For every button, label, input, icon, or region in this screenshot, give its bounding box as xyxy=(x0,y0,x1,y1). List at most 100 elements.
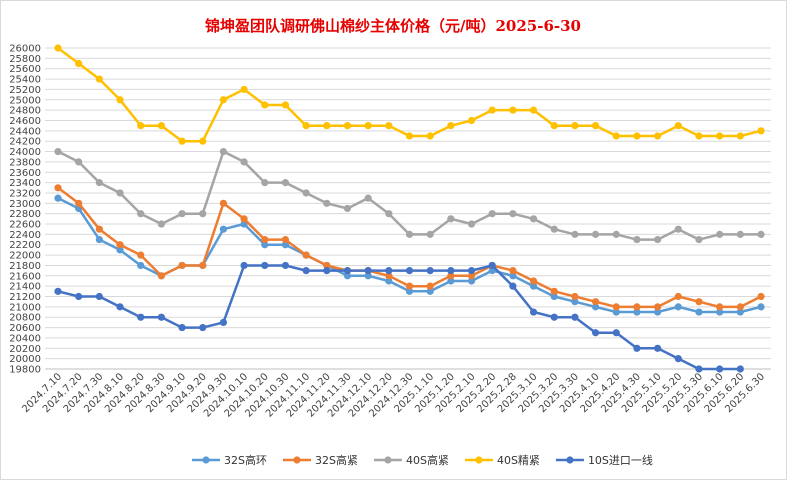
y-tick-label: 20800 xyxy=(9,313,41,324)
data-point xyxy=(343,204,352,213)
data-point xyxy=(467,267,476,275)
data-point xyxy=(261,101,269,109)
legend-item: 32S高紧 xyxy=(282,453,358,467)
data-point xyxy=(571,292,579,301)
data-point xyxy=(137,122,145,130)
data-point xyxy=(591,298,600,306)
series-lines xyxy=(54,44,765,373)
data-point xyxy=(591,122,600,130)
data-point xyxy=(75,59,83,68)
data-point xyxy=(405,132,414,140)
data-point xyxy=(405,282,414,290)
data-point xyxy=(591,230,600,238)
data-point xyxy=(405,230,414,238)
y-tick-label: 22800 xyxy=(9,209,41,220)
data-point xyxy=(385,272,393,280)
data-point xyxy=(240,215,248,223)
data-point xyxy=(550,225,558,233)
data-point xyxy=(116,303,124,311)
data-point xyxy=(199,210,207,218)
data-point xyxy=(571,230,579,238)
data-point xyxy=(633,132,641,140)
y-tick-label: 22200 xyxy=(9,240,41,251)
data-point xyxy=(612,230,620,238)
data-point xyxy=(240,85,248,94)
y-tick-label: 21800 xyxy=(9,261,41,272)
data-point xyxy=(695,308,703,316)
data-point xyxy=(364,267,372,275)
data-point xyxy=(716,365,724,373)
y-tick-label: 21600 xyxy=(9,271,41,282)
data-point xyxy=(612,329,620,337)
data-point xyxy=(447,277,455,285)
data-point xyxy=(178,210,186,218)
data-point xyxy=(736,308,744,316)
data-point xyxy=(550,313,558,321)
legend-swatch-marker xyxy=(384,456,392,464)
data-point xyxy=(323,267,331,275)
y-tick-label: 25600 xyxy=(9,64,41,75)
data-point xyxy=(612,303,620,311)
data-point xyxy=(529,215,538,223)
y-tick-label: 22600 xyxy=(9,220,41,231)
data-point xyxy=(240,158,248,166)
data-point xyxy=(447,122,455,130)
y-tick-label: 21400 xyxy=(9,282,41,293)
legend-swatch-marker xyxy=(475,456,483,464)
data-point xyxy=(364,272,372,280)
data-point xyxy=(178,137,186,145)
data-point xyxy=(364,122,372,130)
data-point xyxy=(509,210,517,218)
data-point xyxy=(302,189,310,197)
data-point xyxy=(426,132,434,140)
data-point xyxy=(447,272,455,280)
y-tick-label: 21000 xyxy=(9,302,41,313)
data-point xyxy=(323,199,331,207)
data-point xyxy=(550,122,558,130)
data-point xyxy=(426,230,434,238)
data-point xyxy=(757,127,765,135)
data-point xyxy=(302,122,310,130)
y-tick-label: 22400 xyxy=(9,230,41,241)
legend-item: 32S高环 xyxy=(192,453,267,467)
legend-label: 40S精紧 xyxy=(497,454,540,467)
data-point xyxy=(488,210,496,218)
series-4 xyxy=(54,44,765,145)
y-tick-label: 24000 xyxy=(9,147,41,158)
data-point xyxy=(75,199,83,207)
data-point xyxy=(95,235,103,244)
data-point xyxy=(95,179,103,187)
data-point xyxy=(654,132,662,140)
data-point xyxy=(674,225,682,233)
y-tick-label: 23800 xyxy=(9,157,41,168)
data-point xyxy=(75,292,83,301)
data-point xyxy=(364,194,372,202)
data-point xyxy=(281,101,290,109)
legend-label: 32S高环 xyxy=(224,453,267,467)
data-point xyxy=(716,132,724,140)
data-point xyxy=(716,308,724,316)
data-point xyxy=(54,147,62,156)
data-point xyxy=(654,235,662,244)
series-5 xyxy=(54,261,744,373)
y-tick-label: 20600 xyxy=(9,323,41,334)
series-3 xyxy=(54,147,765,244)
data-point xyxy=(529,106,538,114)
y-tick-label: 20200 xyxy=(9,344,41,355)
y-tick-label: 23200 xyxy=(9,188,41,199)
data-point xyxy=(261,179,269,187)
data-point xyxy=(157,122,165,130)
y-tick-label: 24400 xyxy=(9,126,41,137)
data-point xyxy=(385,122,393,130)
data-point xyxy=(281,261,290,270)
y-tick-label: 23000 xyxy=(9,199,41,210)
data-point xyxy=(757,303,765,311)
data-point xyxy=(281,241,290,249)
data-point xyxy=(488,261,496,270)
data-point xyxy=(529,277,538,285)
data-point xyxy=(447,215,455,223)
data-point xyxy=(426,267,434,275)
data-point xyxy=(385,267,393,275)
data-point xyxy=(550,292,558,301)
